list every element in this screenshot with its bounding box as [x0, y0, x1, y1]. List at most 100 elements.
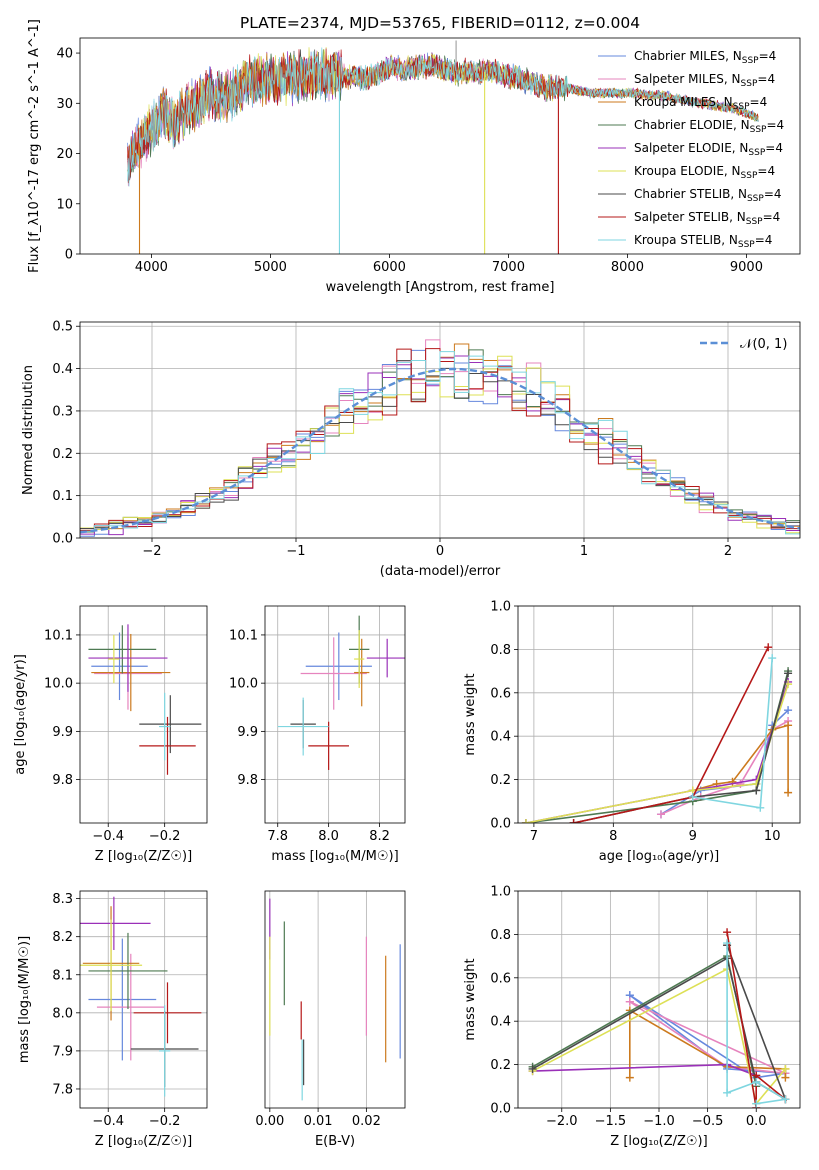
- x-axis-label: age [log₁₀(age/yr)]: [599, 849, 720, 864]
- x-axis-label: Z [log₁₀(Z/Z☉)]: [95, 1134, 192, 1149]
- series-marker: [723, 928, 732, 937]
- x-tick-label: 0.00: [255, 1114, 284, 1129]
- series-marker: [781, 1064, 790, 1073]
- panel-mass_vs_Z: −0.4 −0.2 7.8 7.9 8.0 8.1 8.2 8.3 Z [log₁₀(Z/Z☉)…: [17, 890, 208, 1149]
- x-tick-label: 0: [436, 544, 444, 559]
- legend-label-sub: SSP: [741, 79, 758, 89]
- x-tick-label: 9000: [730, 260, 763, 275]
- series-marker: [569, 819, 578, 823]
- y-tick-label: 0.4: [490, 1015, 511, 1030]
- legend-entry-label: Salpeter ELODIE, NSSP=4: [634, 141, 783, 158]
- legend-label-text: Chabrier ELODIE, N: [634, 118, 750, 132]
- series-line: [532, 967, 787, 1106]
- series-marker: [625, 997, 634, 1006]
- legend-label-sub: SSP: [742, 56, 759, 66]
- axes-frame: [264, 890, 406, 1109]
- y-tick-label: 7.9: [52, 1044, 73, 1059]
- x-axis-label: mass [log₁₀(M/M☉)]: [271, 849, 398, 864]
- legend-entry-label: Kroupa ELODIE, NSSP=4: [634, 164, 775, 181]
- legend-entry-label: Salpeter STELIB, NSSP=4: [634, 210, 780, 227]
- y-tick-label: 0.0: [490, 1102, 511, 1117]
- series-line: [629, 1000, 786, 1075]
- panel-mass_vs_ebv: 0.00 0.01 0.02 E(B-V): [255, 890, 406, 1149]
- axes-frame: [517, 605, 801, 824]
- x-tick-label: −2: [142, 544, 161, 559]
- y-axis-label: mass weight: [463, 673, 478, 755]
- y-tick-label: 8.2: [52, 930, 73, 945]
- series-marker: [784, 706, 793, 715]
- y-tick-label: 9.8: [52, 773, 73, 788]
- y-tick-label: 0.8: [490, 643, 511, 658]
- series-line: [726, 932, 786, 1108]
- legend-label-text: Kroupa STELIB, N: [634, 233, 738, 247]
- x-tick-label: −1.0: [643, 1114, 675, 1129]
- series-marker: [784, 788, 793, 797]
- series-marker: [764, 643, 773, 652]
- series-line: [692, 724, 789, 793]
- y-tick-label: 1.0: [490, 885, 511, 900]
- series-marker: [768, 654, 777, 663]
- normal-legend-label: 𝒩(0, 1): [740, 337, 787, 352]
- x-tick-label: 0.0: [746, 1114, 767, 1129]
- series-line: [525, 683, 789, 823]
- series-marker: [528, 1064, 537, 1073]
- histogram-series: [80, 351, 800, 538]
- axes-frame: [264, 605, 406, 824]
- y-tick-label: 0: [65, 248, 73, 263]
- series-marker: [752, 1077, 761, 1086]
- axes-frame: [79, 605, 208, 824]
- chart-title: PLATE=2374, MJD=53765, FIBERID=0112, z=0…: [240, 14, 640, 32]
- legend-label-suffix: =4: [757, 72, 775, 86]
- legend-entry-label: Chabrier STELIB, NSSP=4: [634, 187, 782, 204]
- x-tick-label: 7: [530, 829, 538, 844]
- x-tick-label: 0.01: [304, 1114, 333, 1129]
- y-tick-label: 10.0: [229, 677, 258, 692]
- y-tick-label: 0.2: [490, 773, 511, 788]
- series-marker: [521, 819, 530, 823]
- y-tick-label: 9.9: [52, 725, 73, 740]
- y-tick-label: 20: [56, 147, 73, 162]
- x-tick-label: 8.0: [318, 829, 339, 844]
- legend-entry-label: Kroupa MILES, NSSP=4: [634, 95, 767, 112]
- legend-entry-label: Chabrier MILES, NSSP=4: [634, 49, 776, 66]
- legend-label-suffix: =4: [750, 95, 768, 109]
- legend-label-text: Salpeter ELODIE, N: [634, 141, 748, 155]
- series-marker: [781, 1073, 790, 1082]
- x-tick-label: −0.5: [692, 1114, 724, 1129]
- y-tick-label: 10.1: [44, 628, 73, 643]
- series-line: [525, 681, 789, 823]
- x-axis-label: Z [log₁₀(Z/Z☉)]: [95, 849, 192, 864]
- series-marker: [625, 1073, 634, 1082]
- legend-label-sub: SSP: [750, 125, 767, 135]
- x-tick-label: 7000: [492, 260, 525, 275]
- x-tick-label: −2.0: [546, 1114, 578, 1129]
- x-tick-label: −0.4: [92, 1114, 124, 1129]
- x-tick-label: −0.4: [92, 829, 124, 844]
- y-tick-label: 0.6: [490, 971, 511, 986]
- series-marker: [723, 939, 732, 948]
- x-tick-label: 7.8: [267, 829, 288, 844]
- legend-label-sub: SSP: [741, 171, 758, 181]
- y-tick-label: 0.2: [490, 1058, 511, 1073]
- y-tick-label: 0.3: [52, 404, 73, 419]
- legend-label-suffix: =4: [766, 118, 784, 132]
- legend-label-text: Salpeter MILES, N: [634, 72, 741, 86]
- y-axis-label: mass weight: [463, 958, 478, 1040]
- series-marker: [688, 792, 697, 801]
- y-tick-label: 8.0: [52, 1006, 73, 1021]
- legend-label-text: Kroupa ELODIE, N: [634, 164, 741, 178]
- legend-label-sub: SSP: [748, 148, 765, 158]
- series-marker: [723, 1088, 732, 1097]
- legend-entry-label: Chabrier ELODIE, NSSP=4: [634, 118, 784, 135]
- series-marker: [736, 779, 745, 788]
- series-line: [525, 670, 789, 823]
- x-tick-label: −1: [286, 544, 305, 559]
- y-tick-label: 0.4: [490, 730, 511, 745]
- legend-label-sub: SSP: [738, 240, 755, 250]
- y-tick-label: 0.4: [52, 362, 73, 377]
- axes-frame: [79, 890, 208, 1109]
- y-axis-label: Flux [f_λ10^-17 erg cm^-2 s^-1 A^-1]: [27, 19, 42, 273]
- x-tick-label: 4000: [135, 260, 168, 275]
